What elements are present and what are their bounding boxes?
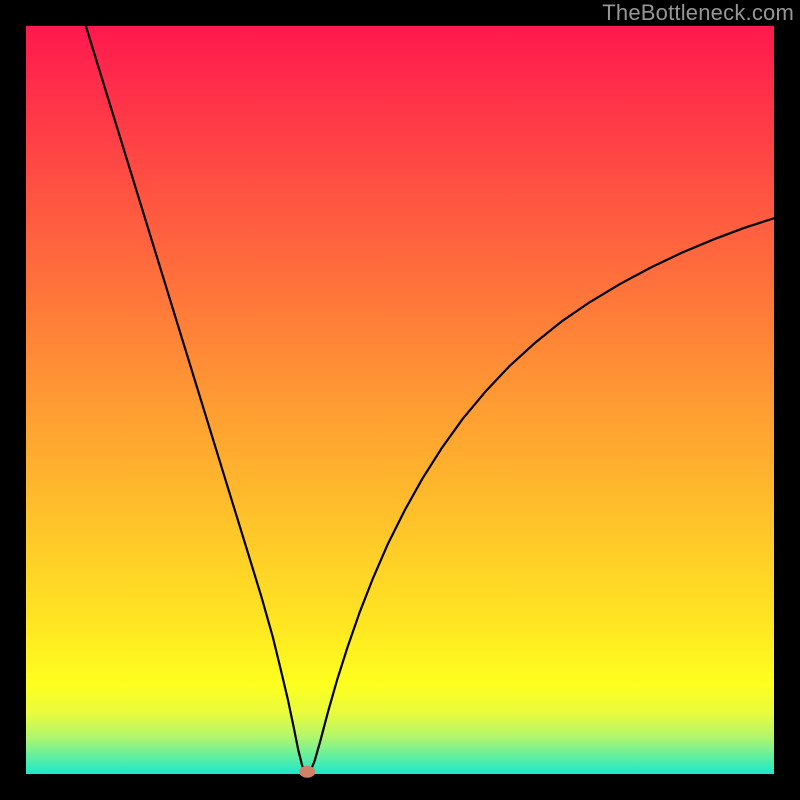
chart-container: TheBottleneck.com (0, 0, 800, 800)
watermark-text: TheBottleneck.com (602, 0, 794, 26)
plot-background (26, 26, 774, 774)
bottleneck-chart (0, 0, 800, 800)
optimal-point-marker (299, 766, 315, 778)
